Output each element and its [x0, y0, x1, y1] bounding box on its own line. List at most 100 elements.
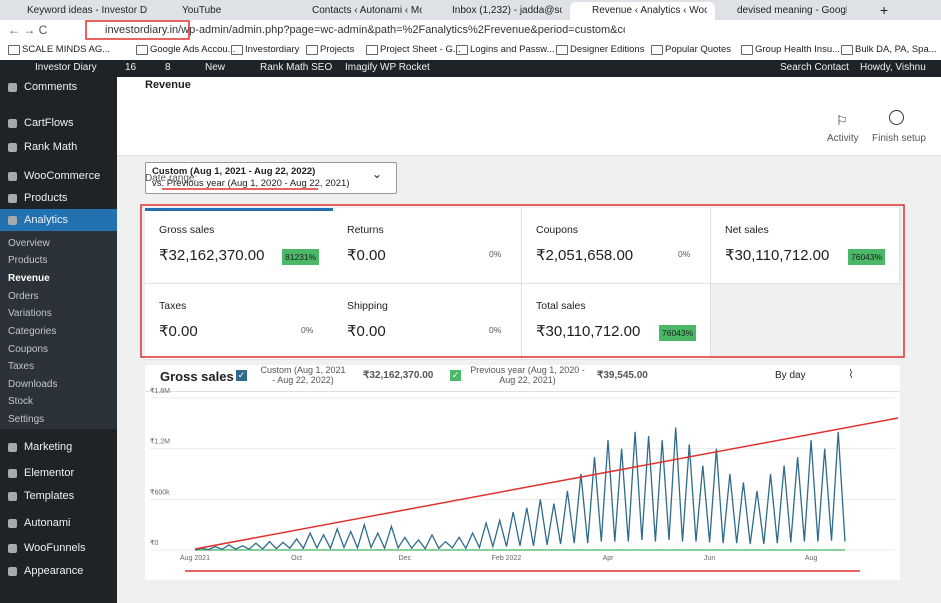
active-tab	[570, 2, 715, 20]
menu-item[interactable]: Comments	[24, 81, 78, 93]
menu-item[interactable]: WooFunnels	[24, 542, 86, 554]
url[interactable]: investordiary.in/wp-admin/admin.php?page…	[105, 24, 625, 36]
menu-item[interactable]: Autonami	[24, 517, 71, 529]
stat-delta: 0%	[489, 325, 502, 335]
legend-label[interactable]: Custom (Aug 1, 2021 - Aug 22, 2022)	[260, 365, 346, 385]
tab[interactable]: Keyword ideas - Investor D	[27, 5, 148, 16]
menu-item[interactable]: Appearance	[24, 565, 84, 577]
stat-value: ₹2,051,658.00	[536, 247, 634, 264]
stat-value: ₹30,110,712.00	[725, 247, 830, 264]
menu-item[interactable]: Rank Math	[24, 141, 78, 153]
bookmark[interactable]: Group Health Insu...	[755, 44, 841, 55]
x-tick-label: Dec	[399, 555, 412, 562]
admin-item[interactable]: Investor Diary	[35, 62, 97, 73]
header-action[interactable]: Activity	[827, 133, 859, 144]
legend-checkbox[interactable]: ✓	[236, 370, 247, 381]
menu-item[interactable]: WooCommerce	[24, 170, 101, 182]
admin-item[interactable]: Search Contact	[780, 62, 849, 73]
x-tick-label: Aug 2021	[180, 555, 210, 562]
submenu-item[interactable]: Coupons	[8, 344, 49, 355]
header-bar	[117, 77, 941, 156]
admin-item[interactable]: Rank Math SEO	[260, 62, 333, 73]
bookmark-icon	[741, 45, 753, 55]
menu-item[interactable]: Templates	[24, 490, 75, 502]
stat-label: Total sales	[536, 300, 586, 312]
tab[interactable]: Contacts ‹ Autonami ‹ Mon	[312, 5, 422, 16]
tab[interactable]: Revenue ‹ Analytics ‹ Woo	[592, 5, 707, 16]
bookmark[interactable]: Designer Editions	[570, 44, 645, 55]
admin-item[interactable]: Howdy, Vishnu	[860, 62, 926, 73]
tab[interactable]: YouTube	[182, 5, 222, 16]
admin-item[interactable]: 8	[165, 62, 171, 73]
submenu-item[interactable]: Products	[8, 255, 48, 266]
bookmark[interactable]: Logins and Passw...	[470, 44, 555, 55]
bookmark[interactable]: Projects	[320, 44, 355, 55]
submenu-item[interactable]: Categories	[8, 326, 57, 337]
nav[interactable]: ← → C	[8, 23, 48, 37]
bookmark[interactable]: Investordiary	[245, 44, 300, 55]
menu-icon	[8, 519, 17, 528]
bookmark[interactable]: Popular Quotes	[665, 44, 732, 55]
stat-delta: 0%	[678, 249, 691, 259]
submenu-item[interactable]: Overview	[8, 238, 50, 249]
menu-icon	[8, 567, 17, 576]
legend-label[interactable]: Previous year (Aug 1, 2020 - Aug 22, 202…	[470, 365, 585, 385]
x-tick-label: Feb 2022	[492, 555, 522, 562]
stat-card-empty	[711, 284, 900, 355]
legend-total: ₹39,545.00	[597, 370, 648, 381]
menu-item[interactable]: Analytics	[24, 214, 69, 226]
y-tick-label: ₹0	[150, 539, 158, 547]
stat-delta: 0%	[301, 325, 314, 335]
x-tick-label: Oct	[291, 555, 302, 562]
date-label: Date range:	[145, 173, 198, 184]
menu-icon	[8, 492, 17, 501]
admin-item[interactable]: 16	[125, 62, 137, 73]
date-line: Custom (Aug 1, 2021 - Aug 22, 2022)	[152, 166, 316, 177]
tab[interactable]: Inbox (1,232) - jadda@scal	[452, 5, 562, 16]
chart: ₹0 ₹600k ₹1.2M ₹1.8M Aug 2021 Oct Dec Feb 2022 A…	[150, 387, 895, 562]
submenu-item[interactable]: Downloads	[8, 379, 58, 390]
submenu-item[interactable]: Taxes	[8, 361, 35, 372]
submenu-item[interactable]: Settings	[8, 414, 45, 425]
submenu-item[interactable]: Variations	[8, 308, 52, 319]
new-tab[interactable]: +	[880, 2, 889, 18]
menu-icon	[8, 83, 17, 92]
header-action[interactable]: Finish setup	[872, 133, 926, 144]
stat-value: ₹0.00	[347, 247, 386, 264]
stat-value: ₹32,162,370.00	[159, 247, 265, 264]
menu-icon	[8, 143, 17, 152]
bookmark[interactable]: Google Ads Accou...	[150, 44, 236, 55]
menu-item[interactable]: Elementor	[24, 467, 75, 479]
admin-item[interactable]: New	[205, 62, 226, 73]
active-menu-bg	[0, 209, 117, 231]
menu-icon	[8, 194, 17, 203]
submenu-bg	[0, 231, 117, 429]
page-title: Revenue	[145, 79, 191, 91]
x-tick-label: Aug	[805, 555, 818, 562]
chart-type-icon[interactable]: ⌇	[848, 367, 854, 381]
admin-item[interactable]: WP Rocket	[380, 62, 430, 73]
menu-item[interactable]: Marketing	[24, 441, 73, 453]
interval[interactable]: By day	[775, 370, 806, 381]
date-line: vs. Previous year (Aug 1, 2020 - Aug 22,…	[152, 178, 350, 189]
tab[interactable]: devised meaning - Google	[737, 5, 847, 16]
menu-item[interactable]: CartFlows	[24, 117, 74, 129]
stat-label: Shipping	[347, 300, 388, 312]
bookmark-icon	[8, 45, 20, 55]
stat-delta: 81231%	[282, 249, 320, 265]
legend-checkbox[interactable]: ✓	[450, 370, 461, 381]
submenu-item[interactable]: Orders	[8, 291, 39, 302]
bookmark[interactable]: Project Sheet - G...	[380, 44, 461, 55]
menu-icon	[8, 172, 17, 181]
y-tick-label: ₹1.8M	[150, 387, 170, 395]
submenu-item[interactable]: Stock	[8, 396, 34, 407]
menu-item[interactable]: Products	[24, 192, 68, 204]
stat-label: Taxes	[159, 300, 187, 312]
bookmark[interactable]: SCALE MINDS AG...	[22, 44, 111, 55]
admin-item[interactable]: Imagify	[345, 62, 378, 73]
dropdown-chevron: ⌄	[372, 167, 383, 181]
bookmark[interactable]: Bulk DA, PA, Spa...	[855, 44, 937, 55]
submenu-item[interactable]: Revenue	[8, 273, 50, 284]
bookmark-icon	[556, 45, 568, 55]
